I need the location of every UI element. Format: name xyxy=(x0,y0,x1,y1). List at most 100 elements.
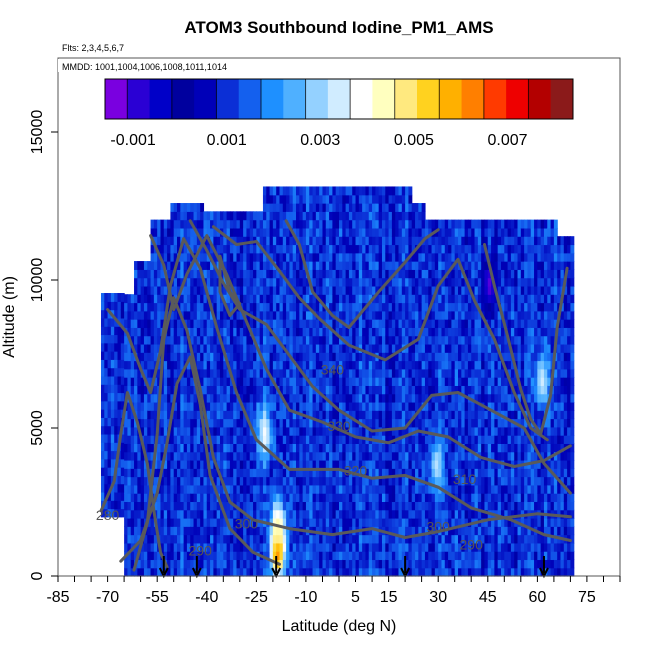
heatmap-cell xyxy=(262,567,267,577)
heatmap-cell xyxy=(312,360,317,370)
heatmap-cell xyxy=(352,542,357,552)
heatmap-cell xyxy=(239,493,244,503)
heatmap-cell xyxy=(325,526,330,536)
heatmap-cell xyxy=(279,352,284,362)
heatmap-cell xyxy=(167,501,171,511)
heatmap-cell xyxy=(299,219,304,229)
heatmap-cell xyxy=(339,559,343,569)
heatmap-cell xyxy=(233,418,238,428)
heatmap-cell xyxy=(292,261,297,270)
heatmap-cell xyxy=(157,302,162,312)
heatmap-cell xyxy=(434,310,439,320)
heatmap-cell xyxy=(309,302,314,312)
heatmap-cell xyxy=(200,493,205,503)
heatmap-cell xyxy=(381,501,386,511)
heatmap-cell xyxy=(309,468,314,478)
heatmap-cell xyxy=(388,277,393,287)
heatmap-cell xyxy=(315,211,320,221)
heatmap-cell xyxy=(305,335,310,345)
heatmap-cell xyxy=(339,227,343,237)
heatmap-cell xyxy=(124,294,129,304)
heatmap-cell xyxy=(239,352,244,362)
heatmap-cell xyxy=(471,352,476,362)
heatmap-cell xyxy=(177,285,181,295)
heatmap-cell xyxy=(451,418,456,428)
heatmap-cell xyxy=(292,211,297,221)
heatmap-cell xyxy=(134,377,138,386)
heatmap-cell xyxy=(143,385,148,395)
heatmap-cell xyxy=(262,352,267,362)
heatmap-cell xyxy=(345,186,350,196)
heatmap-cell xyxy=(358,236,363,246)
heatmap-cell xyxy=(269,211,274,221)
heatmap-cell xyxy=(365,186,370,196)
heatmap-cell xyxy=(292,493,297,503)
heatmap-cell xyxy=(272,484,277,494)
heatmap-cell xyxy=(114,309,119,319)
heatmap-cell xyxy=(246,294,251,304)
heatmap-cell xyxy=(266,426,271,436)
heatmap-cell xyxy=(378,227,383,237)
heatmap-cell xyxy=(180,542,185,552)
heatmap-cell xyxy=(362,443,367,453)
heatmap-cell xyxy=(137,319,142,328)
heatmap-cell xyxy=(140,426,145,436)
heatmap-cell xyxy=(381,186,386,196)
heatmap-cell xyxy=(368,418,373,428)
heatmap-cell xyxy=(120,367,125,377)
heatmap-cell xyxy=(418,459,423,469)
heatmap-cell xyxy=(398,501,403,511)
heatmap-cell xyxy=(408,435,413,444)
heatmap-cell xyxy=(342,484,347,494)
heatmap-cell xyxy=(143,459,148,469)
heatmap-cell xyxy=(339,186,343,196)
heatmap-cell xyxy=(249,211,254,221)
heatmap-cell xyxy=(368,227,373,237)
heatmap-cell xyxy=(167,244,171,254)
heatmap-cell xyxy=(286,203,291,212)
heatmap-cell xyxy=(355,335,360,345)
heatmap-cell xyxy=(130,476,135,486)
heatmap-cell xyxy=(391,352,396,362)
heatmap-cell xyxy=(210,534,214,544)
heatmap-cell xyxy=(378,294,383,304)
heatmap-cell xyxy=(246,451,251,461)
heatmap-cell xyxy=(305,459,310,469)
heatmap-cell xyxy=(312,294,317,304)
heatmap-cell xyxy=(365,368,370,378)
heatmap-cell xyxy=(355,476,360,486)
heatmap-cell xyxy=(259,385,264,395)
heatmap-cell xyxy=(292,277,297,287)
heatmap-cell xyxy=(216,319,221,328)
heatmap-cell xyxy=(160,534,165,544)
heatmap-cell xyxy=(216,509,221,519)
heatmap-cell xyxy=(153,343,158,353)
heatmap-cell xyxy=(372,559,376,569)
heatmap-cell xyxy=(213,509,218,519)
heatmap-cell xyxy=(385,534,390,544)
heatmap-cell xyxy=(454,459,459,469)
heatmap-cell xyxy=(100,351,105,360)
heatmap-cell xyxy=(206,310,211,320)
heatmap-cell xyxy=(299,327,304,337)
heatmap-cell xyxy=(150,360,155,370)
heatmap-cell xyxy=(249,476,254,486)
heatmap-cell xyxy=(296,426,300,436)
heatmap-cell xyxy=(474,285,479,295)
heatmap-cell xyxy=(229,401,234,411)
heatmap-cell xyxy=(339,236,343,246)
heatmap-cell xyxy=(243,211,248,221)
heatmap-cell xyxy=(398,393,403,403)
heatmap-cell xyxy=(196,227,201,237)
heatmap-cell xyxy=(358,542,363,552)
heatmap-cell xyxy=(180,418,185,428)
heatmap-cell xyxy=(388,203,393,212)
heatmap-cell xyxy=(438,401,443,411)
heatmap-cell xyxy=(229,426,234,436)
heatmap-cell xyxy=(173,517,178,527)
heatmap-cell xyxy=(256,526,261,536)
heatmap-cell xyxy=(322,551,327,561)
heatmap-cell xyxy=(335,227,340,237)
heatmap-cell xyxy=(243,236,248,246)
heatmap-cell xyxy=(236,327,241,337)
